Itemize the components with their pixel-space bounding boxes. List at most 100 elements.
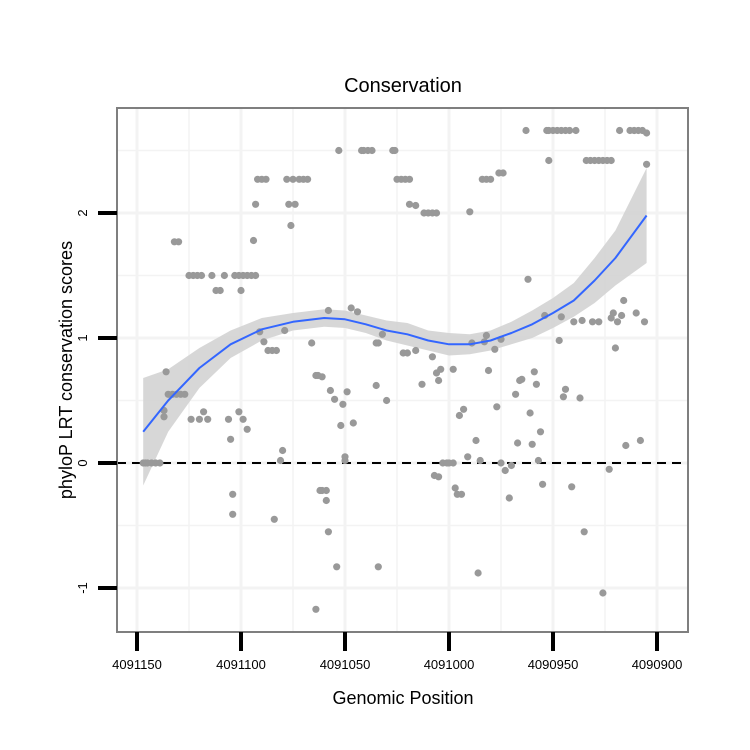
data-point xyxy=(557,313,565,321)
data-point xyxy=(482,331,490,340)
data-point xyxy=(243,425,251,433)
data-point xyxy=(197,271,206,280)
data-point xyxy=(487,175,495,183)
data-point xyxy=(160,413,168,421)
data-point xyxy=(609,309,617,317)
x-tick-label: 4091100 xyxy=(216,657,266,672)
x-tick-label: 4090900 xyxy=(632,657,683,672)
data-point xyxy=(449,459,457,467)
data-point xyxy=(162,368,170,376)
y-tick-label: 1 xyxy=(75,334,90,341)
data-point xyxy=(391,146,399,155)
data-point xyxy=(227,435,235,443)
data-point xyxy=(324,306,332,315)
data-point xyxy=(643,129,651,137)
data-point xyxy=(505,494,513,502)
data-point xyxy=(341,453,349,461)
data-point xyxy=(324,528,332,536)
data-point xyxy=(224,415,233,423)
data-point xyxy=(643,160,651,168)
data-point xyxy=(374,563,382,571)
data-point xyxy=(281,326,289,335)
data-point xyxy=(474,569,482,577)
data-point xyxy=(326,386,334,395)
data-point xyxy=(605,465,613,473)
data-point xyxy=(499,169,507,177)
data-point xyxy=(343,388,351,396)
data-point xyxy=(156,459,164,467)
data-point xyxy=(353,308,362,316)
confidence-band xyxy=(143,168,647,486)
data-point xyxy=(526,409,534,417)
smooth-line xyxy=(142,214,648,433)
data-point xyxy=(378,330,386,338)
data-point xyxy=(291,200,299,208)
data-point xyxy=(570,318,578,326)
data-point xyxy=(561,385,570,393)
x-axis-label: Genomic Position xyxy=(332,688,473,708)
data-point xyxy=(491,345,499,353)
data-point xyxy=(428,353,436,361)
data-point xyxy=(335,146,343,155)
data-point xyxy=(530,368,538,376)
data-point xyxy=(322,486,330,495)
data-point xyxy=(539,480,547,488)
data-point xyxy=(287,221,295,230)
data-point xyxy=(588,318,597,326)
data-point xyxy=(476,456,484,465)
data-point xyxy=(252,271,260,280)
confidence-band-area xyxy=(143,168,647,486)
data-point xyxy=(437,365,445,373)
data-point xyxy=(616,126,624,135)
data-point xyxy=(289,175,297,183)
data-point xyxy=(449,365,457,373)
data-point xyxy=(497,459,505,467)
data-point xyxy=(613,318,622,326)
data-point xyxy=(195,415,203,423)
data-point xyxy=(457,490,466,498)
data-point xyxy=(460,405,468,413)
data-point xyxy=(493,403,501,411)
data-point xyxy=(636,436,645,445)
data-point xyxy=(339,400,347,408)
data-point xyxy=(285,200,293,208)
data-point xyxy=(412,201,420,210)
data-point xyxy=(618,311,626,320)
data-point xyxy=(622,441,630,450)
y-axis-label: phyloP LRT conservation scores xyxy=(56,241,76,499)
data-point xyxy=(532,380,541,388)
data-point xyxy=(580,528,588,536)
data-point xyxy=(412,346,420,355)
data-point xyxy=(536,428,545,436)
data-point xyxy=(464,453,472,461)
data-point xyxy=(632,309,640,317)
data-point xyxy=(432,209,441,217)
data-point xyxy=(484,366,493,375)
data-point xyxy=(455,411,463,420)
data-point xyxy=(572,126,580,135)
data-point xyxy=(507,461,515,470)
data-point xyxy=(249,236,258,245)
data-point xyxy=(611,344,620,352)
data-point xyxy=(405,175,414,183)
y-tick-label: 2 xyxy=(75,209,90,216)
data-point xyxy=(220,271,228,280)
data-point xyxy=(640,318,649,326)
data-point xyxy=(200,408,208,416)
data-point xyxy=(599,589,607,597)
data-point xyxy=(451,484,459,492)
data-point xyxy=(276,456,285,465)
data-point xyxy=(368,146,376,155)
data-point xyxy=(333,563,341,571)
data-point xyxy=(229,490,237,498)
x-tick-label: 4091050 xyxy=(320,657,371,672)
data-point xyxy=(514,439,522,447)
y-axis: -1 0 1 2 xyxy=(75,209,117,594)
data-point xyxy=(545,156,553,165)
y-tick-label: 0 xyxy=(75,459,90,466)
data-point xyxy=(559,393,568,401)
data-point xyxy=(187,415,195,423)
data-point xyxy=(331,395,339,403)
data-point xyxy=(318,373,326,381)
